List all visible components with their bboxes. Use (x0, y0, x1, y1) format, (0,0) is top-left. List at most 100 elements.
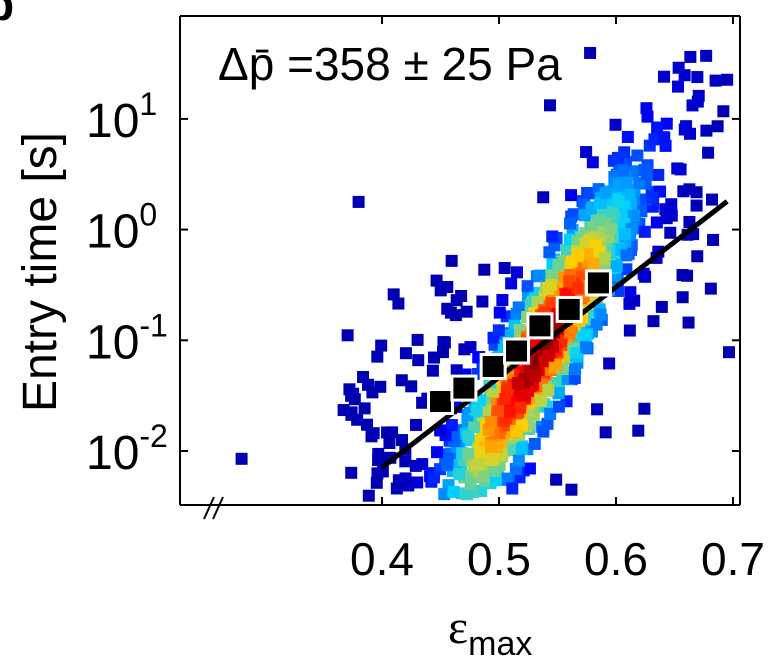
scatter-point (652, 168, 665, 181)
scatter-point (427, 471, 440, 484)
scatter-point (430, 274, 443, 287)
scatter-point (371, 350, 384, 363)
scatter-point (590, 318, 603, 331)
scatter-point (460, 305, 473, 318)
scatter-point (541, 417, 554, 430)
scatter-point (235, 452, 248, 465)
scatter-point (594, 308, 607, 321)
scatter-point (485, 415, 498, 428)
scatter-point (498, 261, 511, 274)
scatter-point (515, 442, 528, 455)
axis-break-mark-2 (212, 496, 224, 520)
scatter-point (458, 343, 471, 356)
scatter-point (405, 380, 418, 393)
scatter-point (552, 376, 565, 389)
scatter-point (528, 437, 541, 450)
scatter-point (512, 301, 525, 314)
y-tick-label: 100 (86, 197, 157, 259)
scatter-point (552, 400, 565, 413)
y-tick-label: 10-1 (86, 307, 168, 369)
scatter-point (510, 266, 523, 279)
fit-line (380, 199, 729, 470)
scatter-point (542, 383, 555, 396)
scatter-point (550, 473, 563, 486)
scatter-point (441, 302, 454, 315)
scatter-point (721, 73, 734, 86)
scatter-point (646, 191, 659, 204)
scatter-point (371, 467, 384, 480)
scatter-point (510, 424, 523, 437)
scatter-point (507, 444, 520, 457)
scatter-point (505, 277, 518, 290)
scatter-point (537, 191, 550, 204)
scatter-point (599, 186, 612, 199)
scatter-point (387, 288, 400, 301)
scatter-point (470, 458, 483, 471)
scatter-point (462, 430, 475, 443)
x-axis-title: εmax (448, 601, 532, 661)
scatter-point (655, 300, 668, 313)
scatter-point (523, 462, 536, 475)
scatter-point (438, 488, 451, 501)
scatter-point (683, 215, 696, 228)
binned-mean-point (555, 295, 583, 323)
scatter-point (370, 476, 383, 489)
scatter-point (599, 426, 612, 439)
scatter-point (691, 95, 704, 108)
scatter-point (453, 468, 466, 481)
scatter-point (647, 315, 660, 328)
scatter-point (521, 280, 534, 293)
scatter-point (587, 257, 600, 270)
scatter-point (493, 306, 506, 319)
scatter-point (468, 421, 481, 434)
scatter-point (640, 168, 653, 181)
scatter-point (528, 369, 541, 382)
y-tick-label: 10-2 (86, 418, 168, 480)
scatter-point (447, 485, 460, 498)
scatter-point (399, 347, 412, 360)
scatter-point (445, 254, 458, 267)
scatter-point (512, 454, 525, 467)
scatter-point (437, 336, 450, 349)
scatter-point (431, 446, 444, 459)
y-tick-label: 101 (86, 86, 157, 148)
scatter-point (609, 118, 622, 131)
scatter-point (375, 339, 388, 352)
scatter-point (704, 282, 717, 295)
scatter-point (660, 117, 673, 130)
scatter-point (473, 445, 486, 458)
scatter-point (543, 246, 556, 259)
scatter-point (395, 434, 408, 447)
binned-mean-point (479, 352, 507, 380)
scatter-point (610, 260, 623, 273)
scatter-point (702, 146, 715, 159)
scatter-point (357, 370, 370, 383)
scatter-point (691, 250, 704, 263)
scatter-point (631, 149, 644, 162)
scatter-point (611, 151, 624, 164)
scatter-point (700, 124, 713, 137)
scatter-point (496, 294, 509, 307)
scatter-point (564, 217, 577, 230)
scatter-point (690, 186, 703, 199)
scatter-point (450, 294, 463, 307)
scatter-point (619, 228, 632, 241)
scatter-point (711, 120, 724, 133)
scatter-point (580, 146, 593, 159)
scatter-point (464, 477, 477, 490)
scatter-point (489, 474, 502, 487)
axes-frame (179, 15, 741, 520)
scatter-point (672, 80, 685, 93)
scatter-point (488, 464, 501, 477)
scatter-point (570, 347, 583, 360)
scatter-point (612, 195, 625, 208)
scatter-point (395, 374, 408, 387)
binned-mean-point (584, 269, 612, 297)
scatter-point (676, 291, 689, 304)
scatter-point (484, 440, 497, 453)
scatter-point (492, 405, 505, 418)
scatter-point (623, 324, 636, 337)
scatter-point (593, 214, 606, 227)
scatter-point (572, 249, 585, 262)
scatter-point (565, 189, 578, 202)
